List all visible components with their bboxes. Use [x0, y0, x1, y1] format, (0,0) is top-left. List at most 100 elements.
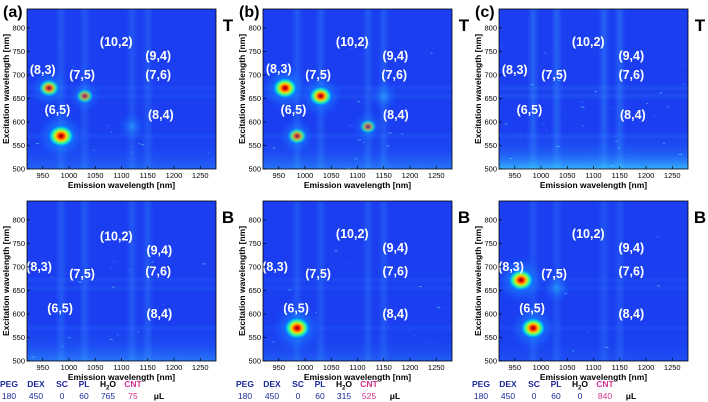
table-value: 60: [551, 391, 561, 401]
peak-spot: [519, 316, 547, 340]
noise-speck: [499, 133, 502, 135]
chirality-label: (9,4): [382, 241, 408, 255]
y-tick-label: 600: [12, 117, 25, 126]
noise-speck: [162, 303, 165, 305]
noise-speck: [59, 44, 62, 46]
noise-speck: [616, 166, 618, 168]
bottom-phase-tag: B: [222, 208, 234, 227]
table-value: 180: [474, 391, 488, 401]
chirality-label: (9,4): [382, 49, 408, 63]
y-tick-label: 750: [484, 47, 497, 56]
peak-spot: [283, 316, 312, 340]
y-axis-label: Excitation wavelength [nm]: [237, 226, 247, 336]
noise-speck: [580, 106, 585, 108]
noise-speck: [110, 338, 113, 340]
chirality-label: (10,2): [572, 35, 605, 49]
noise-speck: [76, 351, 81, 353]
noise-speck: [618, 147, 621, 149]
chirality-label: (10,2): [572, 227, 605, 241]
table-header: PL: [79, 379, 90, 389]
noise-speck: [106, 125, 110, 127]
noise-speck: [419, 285, 422, 287]
excitation-streak: [27, 284, 216, 293]
table-value: 180: [2, 391, 16, 401]
x-tick-label: 1000: [533, 363, 550, 372]
noise-speck: [151, 261, 154, 263]
y-tick-label: 500: [12, 357, 25, 366]
y-axis-label: Excitation wavelength [nm]: [1, 34, 11, 144]
chirality-label: (10,2): [100, 35, 133, 49]
chirality-label: (8,4): [146, 307, 172, 321]
x-tick-label: 1000: [533, 171, 550, 180]
x-tick-label: 1050: [87, 363, 104, 372]
noise-speck: [137, 331, 139, 333]
noise-band: [27, 321, 216, 361]
y-tick-label: 500: [484, 165, 497, 174]
chirality-label: (7,5): [541, 68, 567, 82]
x-tick-label: 1200: [166, 363, 183, 372]
noise-speck: [144, 359, 148, 361]
chirality-label: (7,5): [541, 267, 567, 281]
noise-speck: [176, 357, 178, 359]
noise-speck: [430, 52, 433, 54]
x-tick-label: 950: [508, 171, 521, 180]
noise-speck: [78, 281, 82, 283]
excitation-streak: [263, 92, 452, 101]
noise-speck: [609, 108, 613, 110]
peak-spot: [271, 76, 299, 100]
y-tick-label: 550: [248, 141, 261, 150]
noise-speck: [364, 156, 367, 158]
y-axis-label: Excitation wavelength [nm]: [237, 34, 247, 144]
noise-speck: [419, 163, 422, 165]
chirality-label: (8,3): [266, 62, 292, 76]
y-tick-label: 700: [12, 262, 25, 271]
noise-speck: [272, 147, 276, 149]
peak-glow: [116, 111, 148, 142]
x-tick-label: 1100: [585, 363, 601, 372]
bottom-phase-tag: B: [458, 208, 470, 227]
noise-speck: [662, 142, 666, 144]
noise-speck: [93, 149, 95, 151]
table-value: 180: [238, 391, 252, 401]
x-tick-label: 1000: [297, 363, 314, 372]
noise-speck: [117, 334, 119, 336]
noise-speck: [615, 140, 618, 142]
x-tick-label: 1250: [428, 171, 445, 180]
y-tick-label: 650: [484, 286, 497, 295]
y-tick-label: 700: [12, 70, 25, 79]
noise-speck: [349, 48, 354, 50]
table-header: DEX: [27, 379, 45, 389]
noise-speck: [109, 267, 113, 269]
table-header: DEX: [499, 379, 517, 389]
x-tick-label: 1250: [192, 363, 209, 372]
excitation-streak: [263, 276, 452, 285]
y-tick-label: 600: [12, 309, 25, 318]
table-header: CNT: [596, 379, 614, 389]
chirality-label: (6,5): [519, 301, 545, 315]
chirality-label: (7,6): [382, 265, 408, 279]
noise-speck: [339, 160, 342, 162]
table-header: CNT: [124, 379, 142, 389]
y-tick-label: 550: [484, 141, 497, 150]
chirality-label: (9,4): [146, 243, 172, 257]
chirality-label: (10,2): [336, 227, 369, 241]
noise-speck: [444, 130, 446, 132]
noise-speck: [655, 236, 659, 238]
y-axis-label: Excitation wavelength [nm]: [473, 226, 483, 336]
panel-label: (a): [3, 4, 23, 21]
x-tick-label: 1200: [638, 363, 655, 372]
heatmap-panel: (10,2) (9,4) (8,3) (7,5) (7,6) (6,5) (8,4) 950 1…: [1, 4, 234, 190]
noise-speck: [444, 308, 447, 310]
y-tick-label: 650: [12, 286, 25, 295]
y-tick-label: 600: [484, 117, 497, 126]
excitation-streak: [27, 84, 216, 93]
heatmap-panel: (10,2) (9,4) (8,3) (7,5) (7,6) (6,5) (8,4) 950 1…: [1, 200, 234, 382]
noise-speck: [667, 106, 670, 108]
noise-speck: [151, 167, 154, 169]
chirality-label: (7,5): [69, 267, 95, 281]
noise-speck: [502, 153, 506, 155]
y-tick-label: 600: [248, 309, 261, 318]
noise-speck: [138, 143, 141, 145]
